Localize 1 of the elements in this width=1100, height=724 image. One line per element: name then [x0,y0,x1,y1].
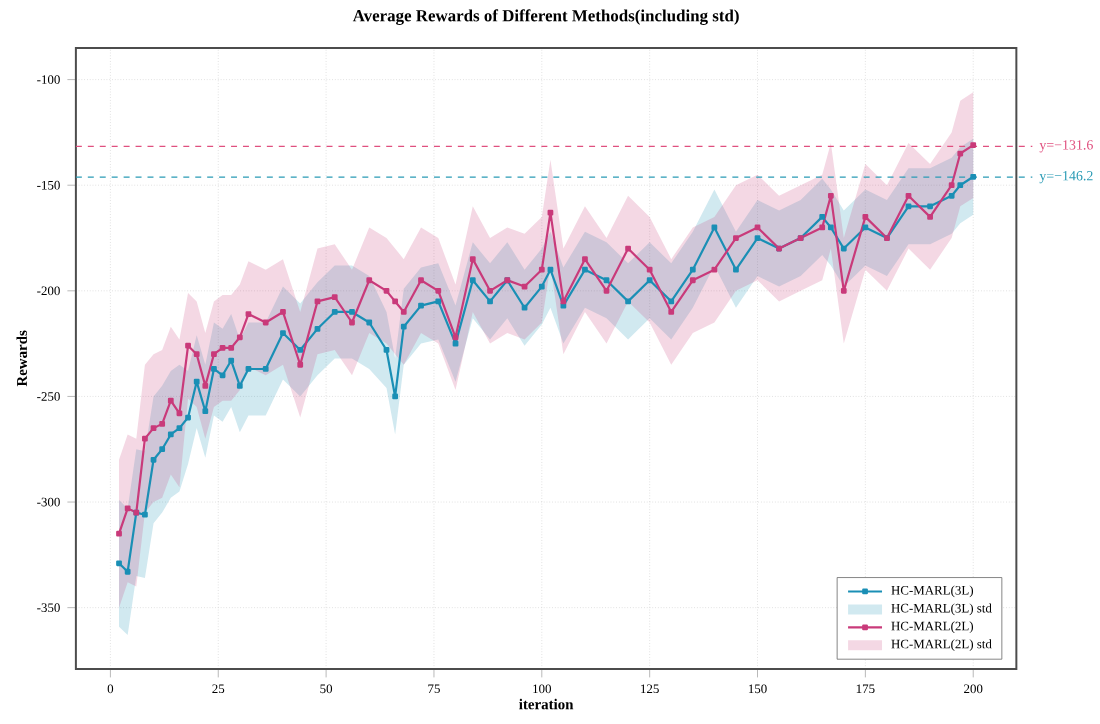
chart-title: Average Rewards of Different Methods(including std) [352,8,739,25]
